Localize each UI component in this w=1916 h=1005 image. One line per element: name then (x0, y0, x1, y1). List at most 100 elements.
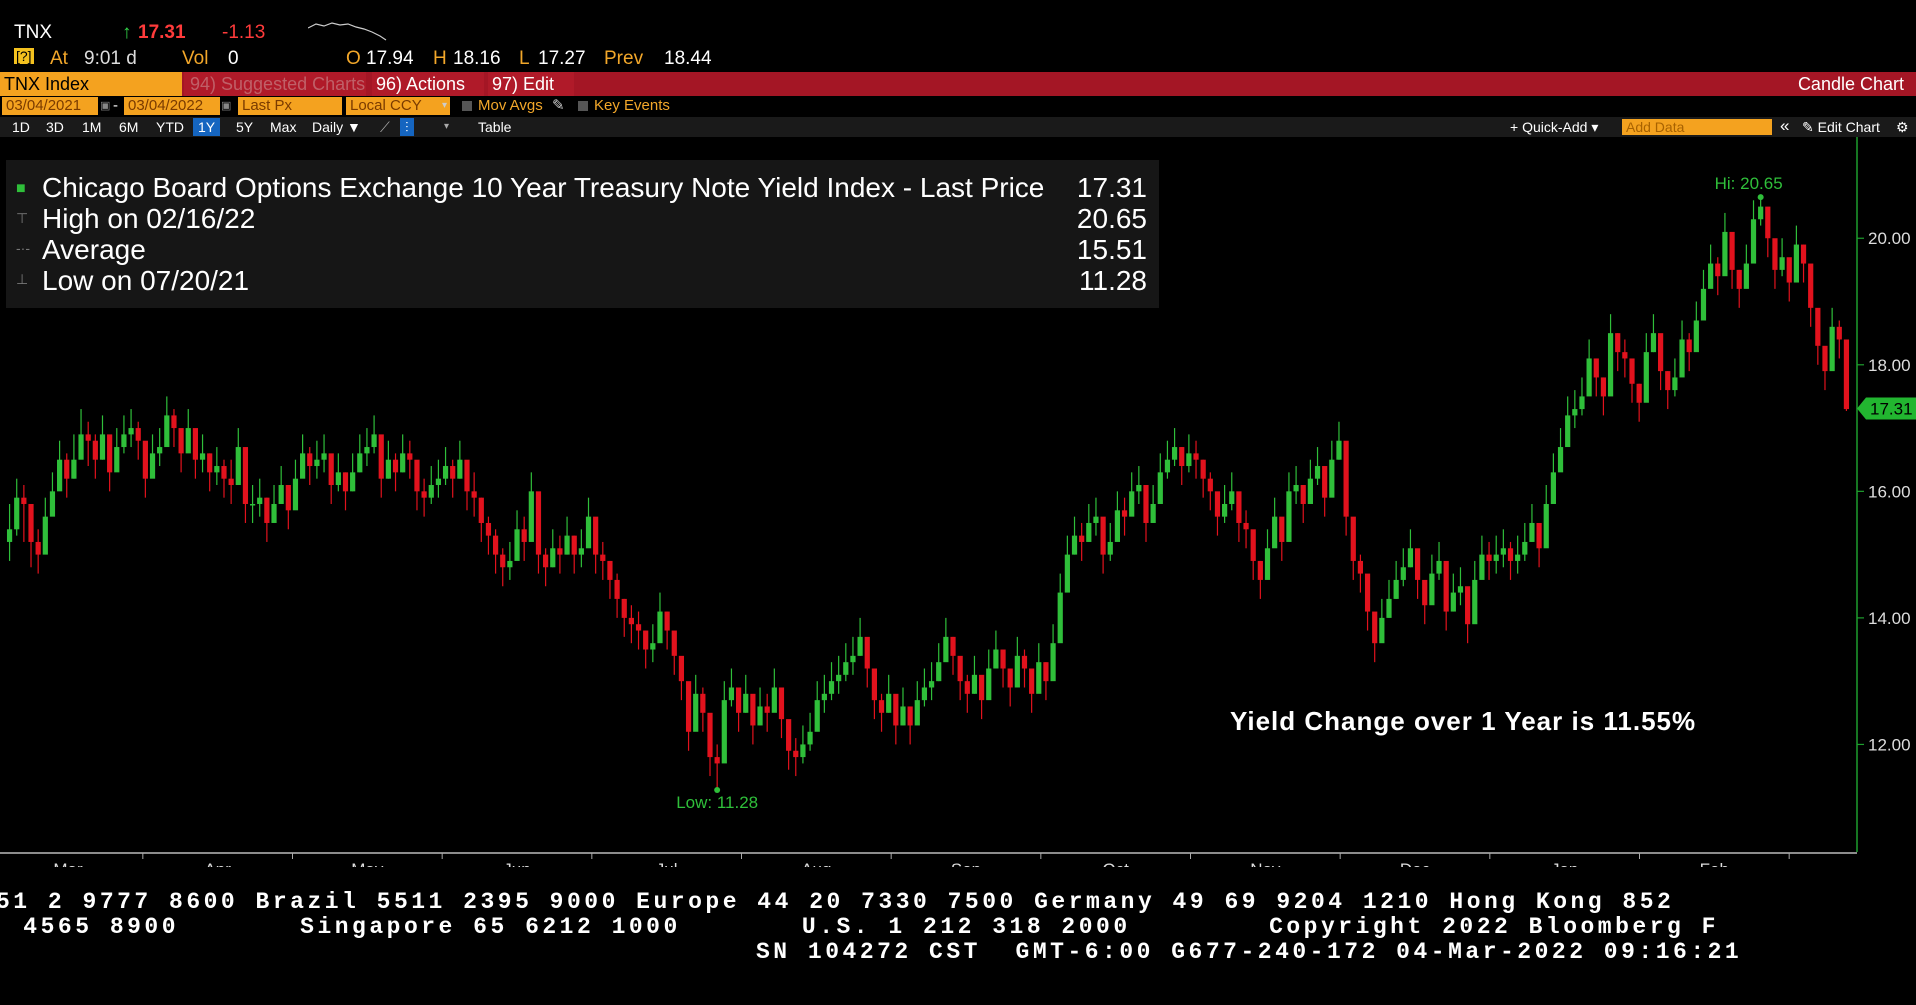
edit-chart-button[interactable]: ✎ Edit Chart (1802, 118, 1880, 136)
quick-add-button[interactable]: + Quick-Add ▾ (1510, 119, 1599, 135)
candle-body (92, 440, 98, 460)
candle-body (757, 706, 763, 726)
candle-body (635, 624, 642, 631)
candle-body (1143, 485, 1149, 523)
candle (1529, 503, 1535, 542)
collapse-icon[interactable]: « (1780, 116, 1790, 135)
open-value: 17.94 (366, 48, 414, 69)
flash-icon[interactable]: [?] (14, 48, 34, 64)
candle (471, 472, 477, 517)
checkbox-icon[interactable] (578, 101, 588, 111)
range-ytd[interactable]: YTD (156, 119, 184, 135)
field-select[interactable]: Last Px (238, 97, 342, 115)
mov-avgs-toggle[interactable]: Mov Avgs (462, 97, 543, 115)
candle-body (1586, 358, 1592, 397)
candle (1486, 541, 1492, 580)
key-events-toggle[interactable]: Key Events (578, 97, 670, 115)
candle-body (1422, 579, 1428, 606)
table-button[interactable]: Table (478, 119, 512, 135)
candle-body (535, 491, 542, 555)
candle (743, 674, 749, 713)
gear-icon[interactable]: ⚙ (1896, 119, 1909, 135)
title-bar: TNX Index 94) Suggested Charts 96) Actio… (0, 72, 1916, 96)
candle-body (621, 598, 627, 618)
candle-body (1636, 383, 1642, 403)
candle-body (857, 636, 863, 656)
candle-body (1186, 453, 1192, 467)
candle (600, 541, 606, 580)
candle (1479, 535, 1485, 580)
candle (1214, 491, 1221, 536)
period-select[interactable]: Daily ▼ (312, 119, 361, 135)
candle-body (207, 453, 213, 473)
candle-body (700, 693, 706, 713)
candle-body (1164, 459, 1171, 473)
end-date-field[interactable]: 03/04/2022 (124, 97, 220, 115)
candle-body (900, 706, 906, 726)
candle-body (478, 497, 484, 523)
range-1m[interactable]: 1M (82, 119, 102, 135)
calendar-icon[interactable]: ▣ (100, 100, 111, 112)
range-3d[interactable]: 3D (46, 119, 64, 135)
candle (535, 491, 542, 574)
candle (42, 497, 48, 555)
candle (407, 440, 413, 479)
candle-chart[interactable]: 20.00 18.00 16.00 14.00 12.00 17.31 Mar Apr May J… (0, 137, 1916, 867)
candle (450, 459, 456, 498)
start-date-field[interactable]: 03/04/2021 (2, 97, 98, 115)
candle-body (814, 700, 820, 732)
candle (1179, 447, 1185, 486)
candle (771, 668, 777, 713)
legend-low-label: Low on 07/20/21 (42, 265, 250, 296)
candle-body (850, 655, 856, 663)
candle (735, 687, 742, 732)
currency-select[interactable]: Local CCY (346, 97, 450, 115)
range-1y[interactable]: 1Y (193, 118, 221, 136)
pencil-icon[interactable]: ✎ (552, 97, 565, 114)
suggested-charts-button[interactable]: 94) Suggested Charts (184, 72, 366, 96)
candle-body (1322, 466, 1328, 498)
edit-menu-button[interactable]: 97) Edit (488, 72, 574, 96)
chevron-down-icon[interactable]: ▾ (442, 100, 448, 111)
candle (728, 668, 735, 707)
chevron-down-icon[interactable]: ▾ (444, 121, 450, 132)
candle-body (664, 611, 670, 631)
candle (886, 674, 892, 713)
candle (1121, 497, 1128, 536)
candle-body (843, 662, 849, 675)
range-6m[interactable]: 6M (119, 119, 139, 135)
candle-body (1043, 662, 1049, 682)
candle (28, 503, 34, 568)
range-1d[interactable]: 1D (12, 119, 30, 135)
add-data-input[interactable]: Add Data (1622, 119, 1772, 135)
line-chart-icon[interactable]: ⟋ (380, 119, 390, 135)
candle-body (14, 497, 20, 530)
candle (550, 529, 556, 568)
high-value: 18.16 (453, 48, 501, 69)
candle (1071, 516, 1078, 555)
candle (1736, 269, 1742, 308)
calendar-icon[interactable]: ▣ (221, 100, 232, 112)
candle-body (192, 428, 199, 460)
candle-body (957, 655, 963, 682)
range-5y[interactable]: 5Y (236, 119, 254, 135)
checkbox-icon[interactable] (462, 101, 472, 111)
range-max[interactable]: Max (270, 119, 297, 135)
candle-body (886, 693, 892, 713)
footer-line-1: 51 2 9777 8600 Brazil 5511 2395 9000 Eur… (0, 889, 1675, 915)
candle-body (1500, 548, 1506, 555)
candle-body (307, 453, 313, 467)
candle-body (657, 611, 663, 644)
actions-menu-button[interactable]: 96) Actions (372, 72, 484, 96)
candle (1722, 212, 1728, 277)
candle-body (85, 434, 91, 441)
x-tick-label: Jan (1551, 860, 1578, 867)
security-input[interactable]: TNX Index (0, 72, 182, 96)
candle (1758, 197, 1764, 226)
candle-body (1715, 263, 1721, 277)
y-tick-label: 20.00 (1868, 229, 1911, 248)
candle (328, 453, 334, 504)
candle-body (1607, 333, 1614, 397)
candle-icon[interactable]: ⫶ (400, 118, 414, 136)
candle (914, 681, 920, 726)
